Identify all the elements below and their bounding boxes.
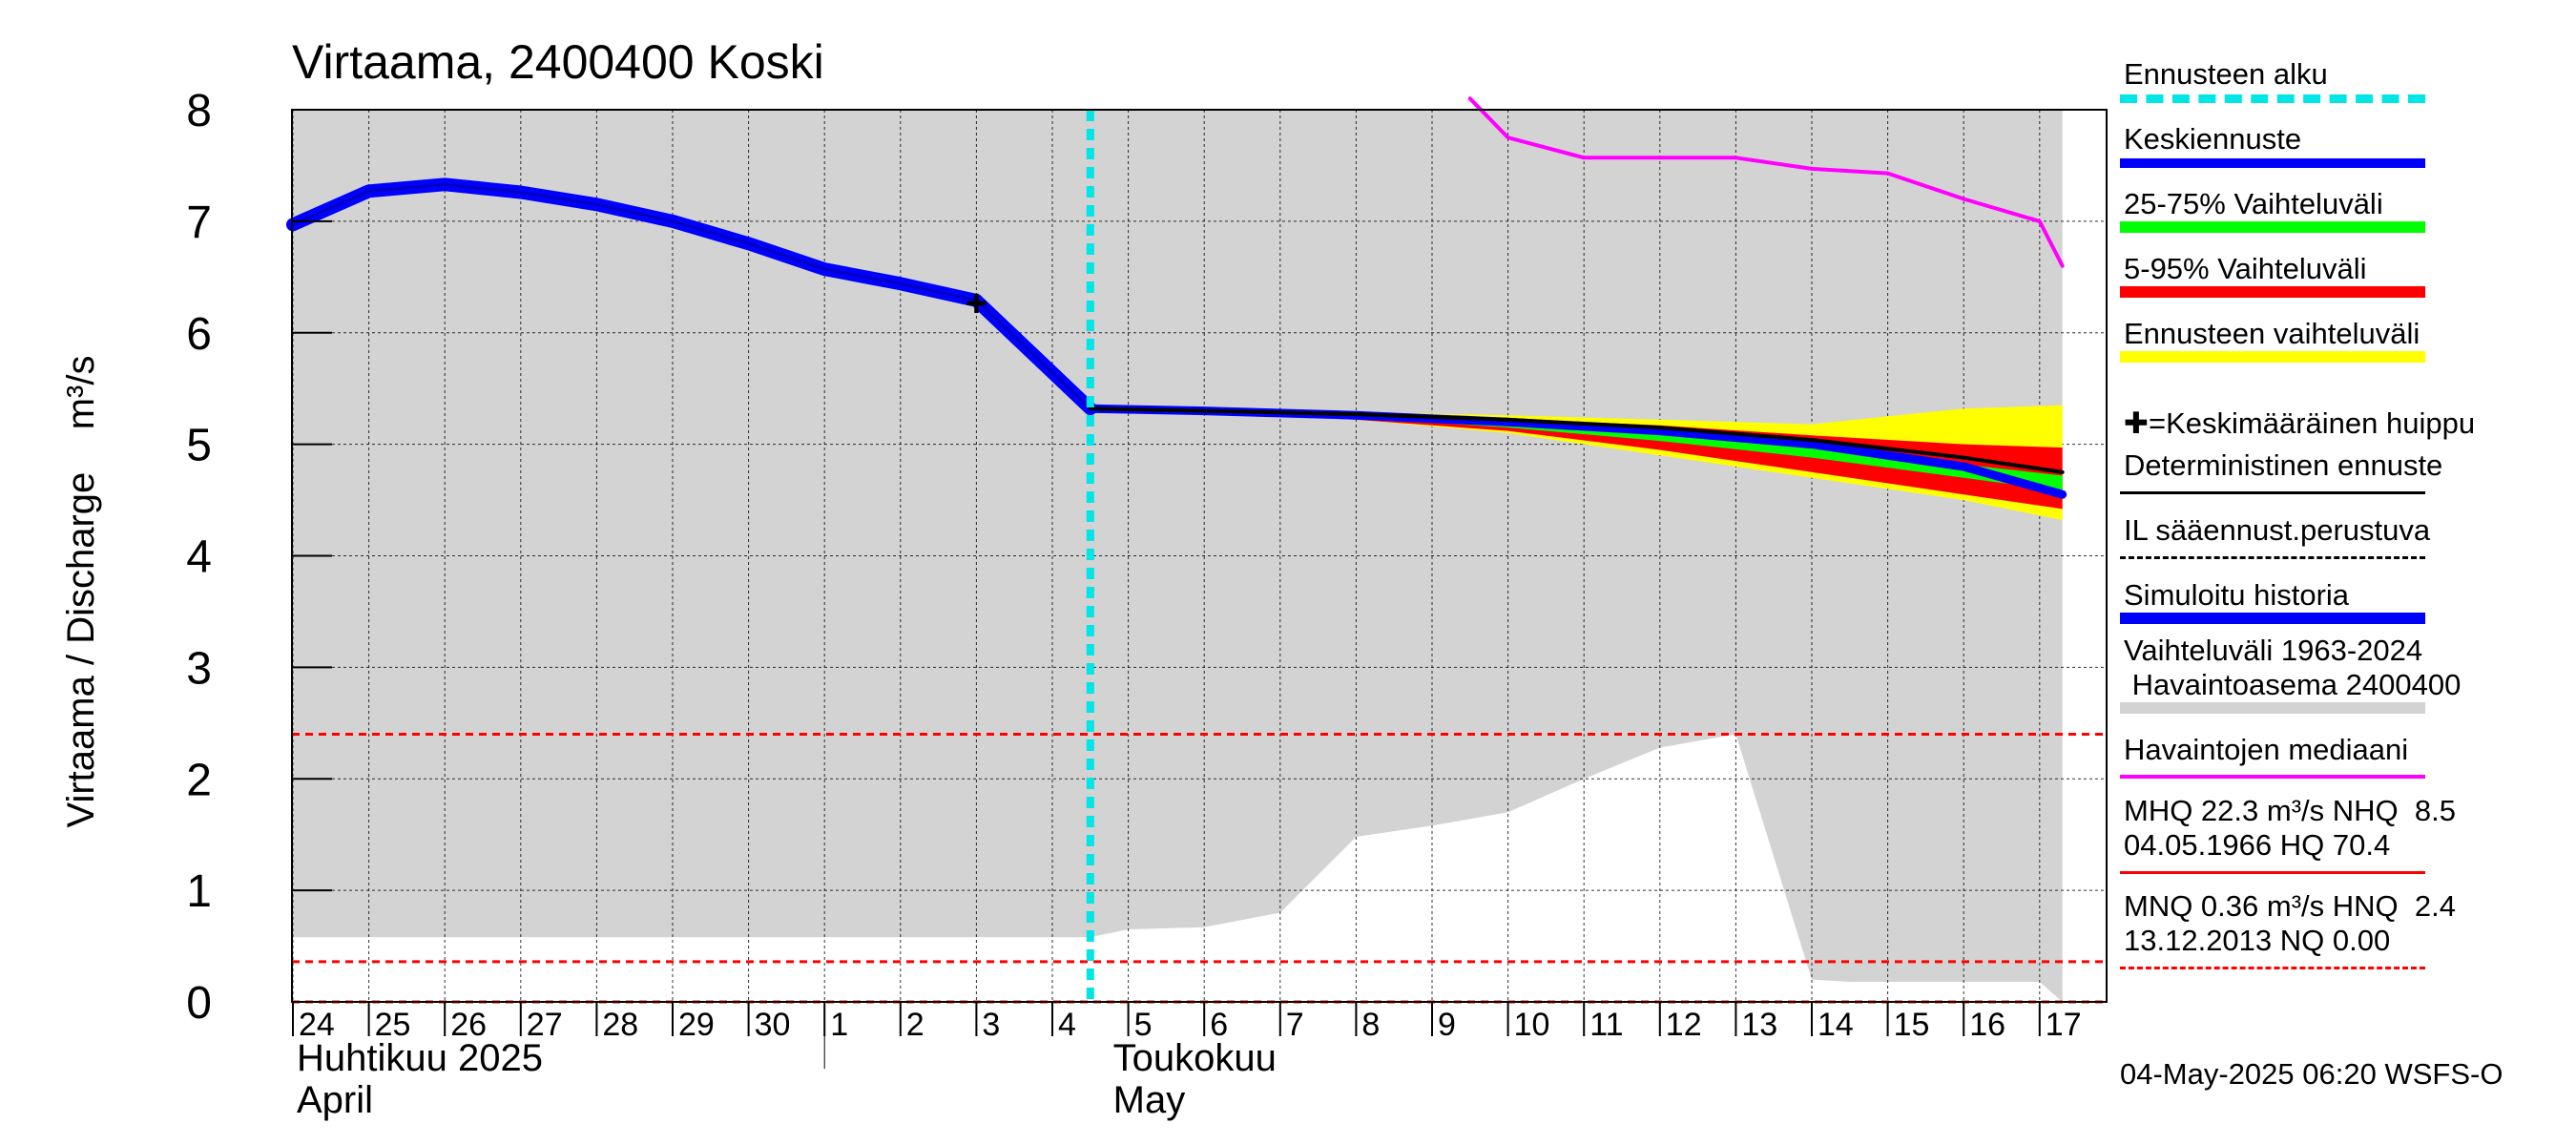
average-peak-marker: + bbox=[966, 282, 987, 324]
y-axis-label: Virtaama / Discharge m³/s bbox=[60, 356, 102, 828]
legend-forecast-range: Ennusteen vaihteluväli bbox=[2120, 298, 2568, 363]
legend-label: Ennusteen vaihteluväli bbox=[2124, 317, 2420, 350]
legend-swatch-deterministic bbox=[2120, 491, 2425, 494]
x-tick-label: 4 bbox=[1058, 1007, 1076, 1043]
x-month-label-en: April bbox=[297, 1079, 373, 1121]
x-tick-label: 12 bbox=[1666, 1007, 1702, 1043]
y-tick-label: 2 bbox=[186, 755, 212, 805]
timestamp-footer: 04-May-2025 06:20 WSFS-O bbox=[2120, 1057, 2503, 1091]
legend-avg-peak: ✚=Keskimääräinen huippu bbox=[2120, 363, 2568, 445]
legend-label: IL sääennust.perustuva bbox=[2124, 513, 2431, 547]
x-tick-label: 14 bbox=[1818, 1007, 1854, 1043]
x-tick-label: 8 bbox=[1361, 1007, 1380, 1043]
legend-historic-range: Vaihteluväli 1963-2024 Havaintoasema 240… bbox=[2120, 624, 2568, 714]
legend-swatch-low-stats bbox=[2120, 967, 2425, 969]
y-tick-label: 0 bbox=[186, 978, 212, 1029]
y-tick-label: 5 bbox=[186, 421, 212, 471]
legend-swatch-history bbox=[2120, 613, 2425, 624]
x-tick-label: 1 bbox=[830, 1007, 848, 1043]
y-tick-label: 4 bbox=[186, 532, 212, 583]
y-tick-label: 7 bbox=[186, 198, 212, 248]
x-tick-label: 10 bbox=[1514, 1007, 1550, 1043]
x-tick-label: 11 bbox=[1589, 1007, 1623, 1043]
legend-label: Keskiennuste bbox=[2124, 122, 2302, 156]
legend-label: ✚=Keskimääräinen huippu bbox=[2124, 406, 2476, 440]
x-tick-label: 2 bbox=[906, 1007, 924, 1043]
legend-range-25-75: 25-75% Vaihteluväli bbox=[2120, 168, 2568, 233]
x-month-label-fi: Huhtikuu 2025 bbox=[297, 1037, 543, 1079]
forecast-band-ennusteen-vaihteluv-li bbox=[1090, 405, 2063, 521]
legend-label: 25-75% Vaihteluväli bbox=[2124, 187, 2383, 220]
legend-swatch-mean bbox=[2120, 158, 2425, 168]
legend-label: MHQ 22.3 m³/s NHQ 8.5 04.05.1966 HQ 70.4 bbox=[2124, 794, 2456, 862]
x-tick-label: 26 bbox=[450, 1007, 487, 1043]
x-tick-label: 6 bbox=[1210, 1007, 1228, 1043]
legend-range-5-95: 5-95% Vaihteluväli bbox=[2120, 233, 2568, 298]
y-tick-label: 1 bbox=[186, 866, 212, 917]
x-tick-label: 25 bbox=[375, 1007, 411, 1043]
legend-swatch-forecast-range bbox=[2120, 351, 2425, 363]
legend-low-stats: MNQ 0.36 m³/s HNQ 2.4 13.12.2013 NQ 0.00 bbox=[2120, 874, 2568, 969]
x-month-label-fi: Toukokuu bbox=[1113, 1037, 1277, 1079]
x-tick-label: 16 bbox=[1969, 1007, 2005, 1043]
legend-label: Deterministinen ennuste bbox=[2124, 448, 2443, 482]
y-tick-label: 8 bbox=[186, 86, 212, 136]
x-month-label-en: May bbox=[1113, 1079, 1186, 1121]
legend-swatch-5-95 bbox=[2120, 286, 2425, 298]
legend-high-stats: MHQ 22.3 m³/s NHQ 8.5 04.05.1966 HQ 70.4 bbox=[2120, 779, 2568, 874]
x-tick-label: 5 bbox=[1134, 1007, 1153, 1043]
x-tick-label: 3 bbox=[982, 1007, 1000, 1043]
legend-swatch-25-75 bbox=[2120, 221, 2425, 233]
x-tick-label: 15 bbox=[1894, 1007, 1930, 1043]
x-tick-label: 29 bbox=[678, 1007, 715, 1043]
legend-swatch-weather-based bbox=[2120, 556, 2425, 559]
legend-deterministic: Deterministinen ennuste bbox=[2120, 445, 2568, 494]
legend-label: Simuloitu historia bbox=[2124, 578, 2350, 612]
legend-swatch-high-stats bbox=[2120, 871, 2425, 874]
legend-simulated-history: Simuloitu historia bbox=[2120, 559, 2568, 624]
median-line bbox=[1467, 96, 2065, 268]
legend-swatch-forecast-start bbox=[2120, 94, 2425, 103]
deterministic-forecast-line bbox=[1088, 406, 2065, 474]
legend-swatch-historic-range bbox=[2120, 702, 2425, 714]
y-tick-label: 3 bbox=[186, 643, 212, 694]
legend: Ennusteen alku Keskiennuste 25-75% Vaiht… bbox=[2120, 38, 2568, 969]
legend-label: Ennusteen alku bbox=[2124, 57, 2328, 91]
legend-label: 5-95% Vaihteluväli bbox=[2124, 252, 2367, 285]
legend-label: Havaintojen mediaani bbox=[2124, 733, 2409, 766]
y-tick-label: 6 bbox=[186, 309, 212, 360]
x-tick-label: 17 bbox=[2046, 1007, 2082, 1043]
history-line-core bbox=[292, 182, 1091, 410]
x-tick-label: 9 bbox=[1438, 1007, 1456, 1043]
chart-title: Virtaama, 2400400 Koski bbox=[292, 35, 824, 89]
legend-mean-forecast: Keskiennuste bbox=[2120, 103, 2568, 168]
x-tick-label: 30 bbox=[755, 1007, 791, 1043]
legend-weather-based: IL sääennust.perustuva bbox=[2120, 494, 2568, 559]
x-tick-label: 24 bbox=[299, 1007, 335, 1043]
legend-forecast-start: Ennusteen alku bbox=[2120, 38, 2568, 103]
x-tick-label: 13 bbox=[1741, 1007, 1777, 1043]
legend-median: Havaintojen mediaani bbox=[2120, 714, 2568, 779]
plot-area: + bbox=[286, 96, 2107, 1004]
x-tick-label: 27 bbox=[527, 1007, 563, 1043]
x-tick-label: 7 bbox=[1286, 1007, 1304, 1043]
x-tick-label: 28 bbox=[602, 1007, 638, 1043]
legend-label: MNQ 0.36 m³/s HNQ 2.4 13.12.2013 NQ 0.00 bbox=[2124, 889, 2456, 957]
legend-label: Vaihteluväli 1963-2024 Havaintoasema 240… bbox=[2124, 634, 2462, 701]
historic-range-band bbox=[293, 110, 2063, 1002]
legend-swatch-median bbox=[2120, 775, 2425, 779]
